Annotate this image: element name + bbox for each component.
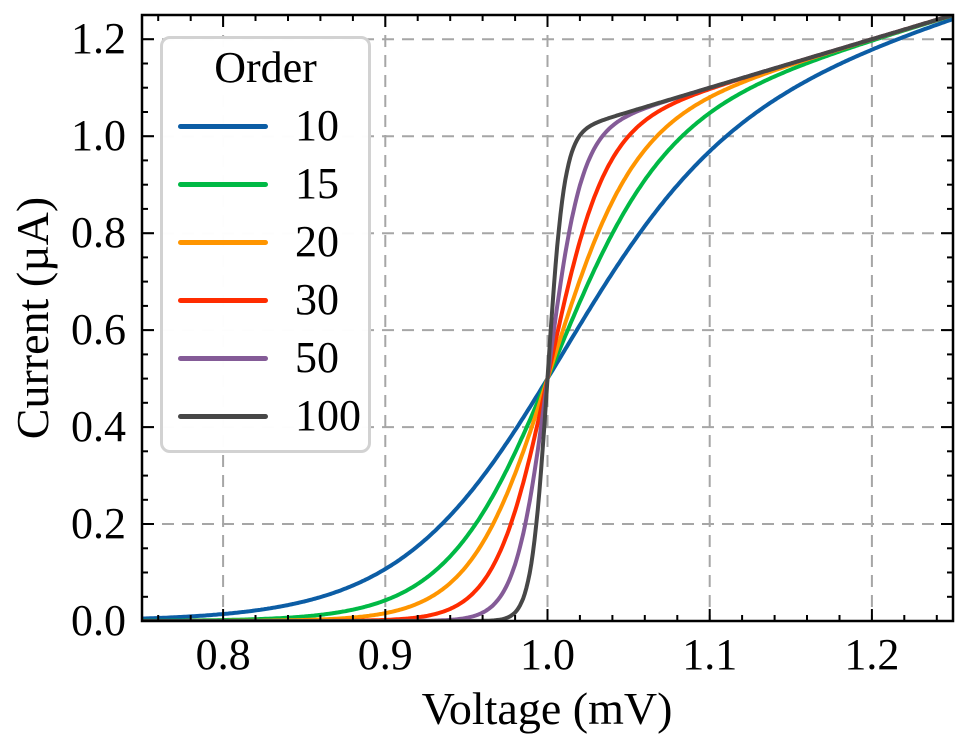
legend-line-swatch	[178, 355, 268, 361]
x-tick-label: 1.0	[520, 630, 575, 679]
y-axis-label: Current (µA)	[7, 196, 58, 440]
curve-order-100	[142, 15, 953, 621]
legend-item: 10	[163, 97, 368, 155]
plot-spines	[140, 13, 955, 623]
x-tick-label: 1.1	[682, 630, 738, 679]
legend-item-label: 50	[295, 333, 339, 382]
legend-item-label: 15	[295, 159, 339, 208]
legend-item-label: 30	[295, 275, 339, 324]
legend-item-label: 20	[295, 217, 339, 266]
legend-line-swatch	[178, 123, 268, 129]
curves	[142, 15, 953, 621]
y-tick-label: 0.4	[71, 402, 126, 452]
y-tick-label: 1.2	[71, 14, 126, 64]
legend-item: 30	[163, 271, 368, 329]
legend: Order 10 15 20 30 50 100	[160, 36, 371, 453]
y-tick-label: 0.0	[71, 596, 126, 645]
legend-line-swatch	[178, 239, 268, 245]
y-tick-label: 1.0	[71, 111, 126, 161]
legend-line-swatch	[178, 181, 268, 187]
legend-title: Order	[214, 43, 317, 92]
legend-item: 100	[163, 387, 368, 445]
x-tick-label: 0.8	[195, 630, 251, 679]
legend-line-swatch	[178, 297, 268, 303]
legend-line-swatch	[178, 413, 268, 419]
legend-items: 10 15 20 30 50 100	[163, 97, 368, 445]
legend-item-label: 100	[295, 391, 361, 440]
y-tick-label: 0.8	[71, 208, 126, 258]
legend-item: 50	[163, 329, 368, 387]
x-axis-label: Voltage (mV)	[421, 683, 673, 734]
legend-item: 20	[163, 213, 368, 271]
y-tick-label: 0.2	[71, 499, 126, 549]
x-tick-label: 1.2	[844, 630, 900, 679]
x-tick-label: 0.9	[357, 630, 413, 679]
y-tick-label: 0.6	[71, 305, 126, 355]
legend-item-label: 10	[295, 101, 339, 150]
legend-item: 15	[163, 155, 368, 213]
